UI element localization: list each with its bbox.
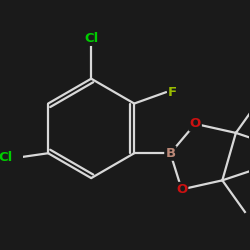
Text: O: O xyxy=(190,117,201,130)
Text: B: B xyxy=(165,147,175,160)
Text: O: O xyxy=(176,183,187,196)
Text: Cl: Cl xyxy=(0,151,12,164)
Text: F: F xyxy=(168,86,177,99)
Text: Cl: Cl xyxy=(84,32,98,44)
